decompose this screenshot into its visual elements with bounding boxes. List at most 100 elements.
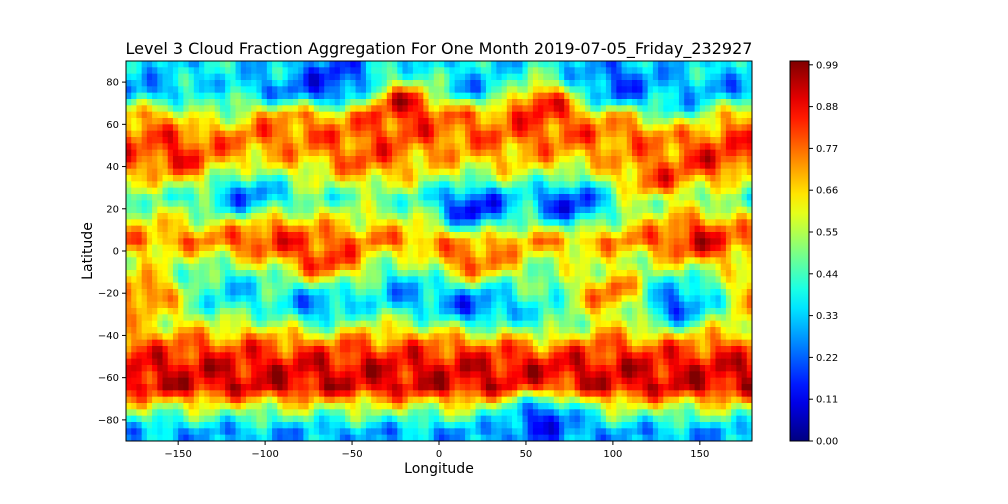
heatmap-cell [485,118,492,125]
heatmap-cell [209,67,216,75]
heatmap-cell [329,168,336,176]
heatmap-cell [386,263,393,271]
heatmap-cell [684,257,690,265]
heatmap-cell [188,289,195,296]
heatmap-cell [167,314,174,322]
heatmap-cell [245,225,252,233]
heatmap-cell [595,206,602,214]
heatmap-cell [423,308,430,315]
heatmap-cell [548,61,555,68]
heatmap-cell [204,67,211,75]
heatmap-cell [230,143,237,151]
heatmap-cell [319,238,325,246]
heatmap-cell [230,61,237,68]
heatmap-cell [162,149,169,157]
heatmap-cell [663,67,670,75]
heatmap-cell [245,263,252,271]
heatmap-cell [668,130,675,138]
heatmap-cell [376,105,383,113]
heatmap-cell [136,219,143,227]
heatmap-cell [240,118,247,125]
heatmap-cell [553,213,560,220]
heatmap-cell [658,257,664,265]
heatmap-cell [199,168,205,176]
heatmap-cell [647,270,654,277]
heatmap-cell [282,194,289,201]
heatmap-cell [193,194,200,201]
heatmap-cell [428,105,435,113]
heatmap-cell [162,289,169,296]
heatmap-cell [277,156,284,163]
heatmap-cell [673,105,680,113]
heatmap-cell [334,92,341,100]
heatmap-cell [720,314,727,322]
heatmap-cell [527,276,534,284]
heatmap-cell [313,105,320,113]
heatmap-cell [412,118,419,125]
heatmap-cell [605,99,612,106]
heatmap-cell [699,225,706,233]
heatmap-cell [355,111,362,119]
heatmap-cell [632,251,638,258]
heatmap-cell [465,251,471,258]
heatmap-cell [710,263,717,271]
heatmap-cell [480,276,487,284]
heatmap-cell [548,137,555,144]
heatmap-cell [553,156,560,163]
heatmap-cell [324,206,331,214]
heatmap-cell [454,232,461,239]
heatmap-cell [611,270,617,277]
heatmap-cell [345,99,351,106]
heatmap-cell [485,143,492,151]
heatmap-cell [412,143,419,151]
heatmap-cell [616,187,623,195]
heatmap-cell [392,194,398,201]
heatmap-cell [678,276,685,284]
heatmap-cell [277,105,284,113]
heatmap-cell [459,156,466,163]
heatmap-cell [428,289,435,296]
heatmap-cell [642,187,649,195]
heatmap-cell [256,238,263,246]
heatmap-cell [485,219,492,227]
heatmap-cell [626,181,633,189]
heatmap-cell [689,187,696,195]
heatmap-cell [705,289,711,296]
heatmap-cell [266,73,273,81]
heatmap-cell [245,200,252,208]
heatmap-cell [334,124,341,132]
heatmap-cell [319,301,325,309]
heatmap-cell [172,320,179,328]
heatmap-cell [412,105,419,113]
heatmap-cell [621,105,628,113]
heatmap-cell [219,105,226,113]
heatmap-cell [459,86,466,94]
heatmap-cell [736,225,743,233]
heatmap-cell [418,168,424,176]
heatmap-cell [491,244,497,252]
heatmap-cell [329,194,336,201]
heatmap-cell [188,301,195,309]
heatmap-cell [480,162,487,170]
heatmap-cell [741,162,748,170]
heatmap-cell [465,238,471,246]
heatmap-cell [574,314,581,322]
heatmap-cell [183,314,190,322]
heatmap-cell [512,162,518,170]
heatmap-cell [334,105,341,113]
heatmap-cell [433,289,440,296]
heatmap-cell [136,175,143,182]
heatmap-cell [423,175,430,182]
heatmap-cell [199,219,205,227]
heatmap-cell [558,206,565,214]
heatmap-cell [658,86,664,94]
heatmap-cell [214,295,221,303]
heatmap-cell [172,92,179,100]
heatmap-cell [230,276,237,284]
heatmap-cell [225,200,231,208]
heatmap-cell [402,251,409,258]
heatmap-cell [339,276,346,284]
heatmap-cell [376,206,383,214]
heatmap-cell [266,251,273,258]
heatmap-cell [496,206,503,214]
